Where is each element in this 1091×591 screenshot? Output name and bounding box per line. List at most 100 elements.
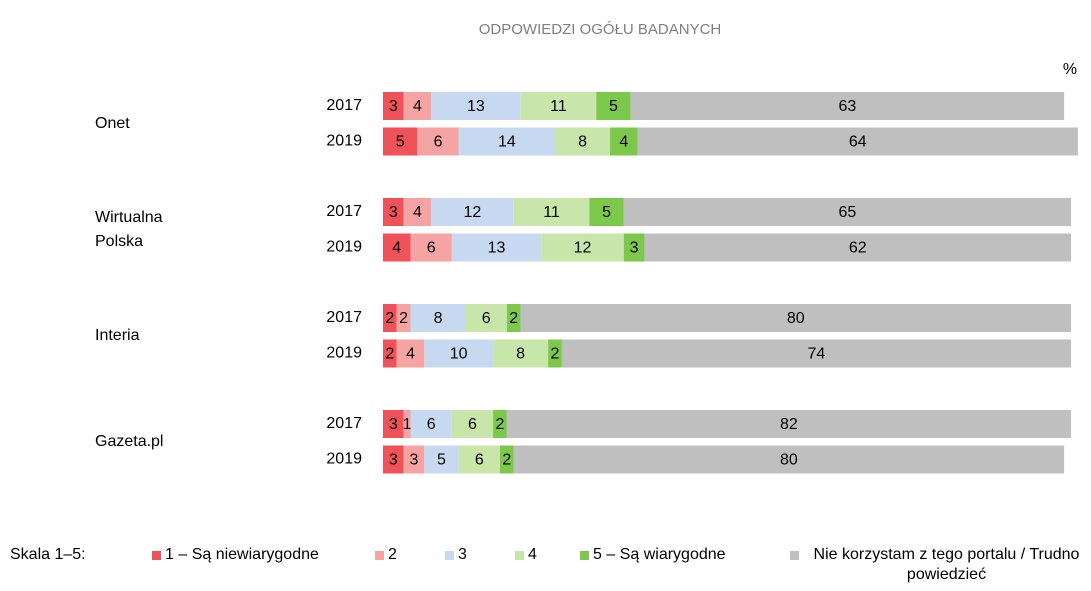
group-label: Gazeta.pl [95, 432, 164, 450]
bar-segment [383, 92, 404, 120]
bar-segment [596, 92, 631, 120]
chart-title: ODPOWIEDZI OGÓŁU BADANYCH [479, 21, 722, 38]
bar-segment [396, 304, 411, 332]
data-label: 13 [488, 240, 506, 257]
data-label: 13 [467, 98, 485, 115]
bar-segment [610, 127, 638, 156]
data-label: 6 [468, 416, 477, 433]
y-tick-label: 2017 [326, 309, 362, 326]
bar-segment [424, 445, 459, 474]
legend-swatch [515, 551, 524, 560]
legend-swatch [375, 551, 384, 560]
bar-segment [513, 198, 590, 226]
bar-segment [383, 339, 397, 368]
data-label: 2 [496, 416, 505, 433]
y-tick-label: 2019 [326, 133, 362, 150]
legend-item: 5 – Są wiarygodne [580, 545, 726, 565]
legend-swatch [790, 551, 799, 560]
bar-segment [499, 445, 514, 474]
y-tick-label: 2017 [326, 203, 362, 220]
bar-segment [465, 304, 507, 332]
bar-segment [506, 410, 1072, 438]
data-label: 8 [434, 310, 443, 327]
data-label: 74 [808, 346, 826, 363]
bar-segment [396, 339, 425, 368]
data-label: 3 [389, 204, 398, 221]
bar-segment [383, 445, 404, 474]
bar-segment [493, 339, 549, 368]
bar-segment [431, 92, 521, 120]
group-label: Onet [95, 114, 130, 132]
data-label: 6 [427, 416, 436, 433]
data-label: 3 [410, 452, 419, 469]
legend-label: 2 [388, 546, 397, 563]
group-label: Wirtualna Polska [95, 208, 163, 250]
y-tick-label: 2017 [326, 97, 362, 114]
bar-segment [506, 304, 521, 332]
data-label: 12 [574, 240, 592, 257]
bar-segment [561, 339, 1071, 368]
data-label: 64 [849, 134, 867, 151]
bar-segment [623, 233, 645, 262]
data-label: 6 [475, 452, 484, 469]
data-label: 3 [389, 416, 398, 433]
data-label: 80 [780, 452, 798, 469]
data-label: 3 [630, 240, 639, 257]
legend-label: 4 [528, 546, 537, 563]
legend-item: 2 [375, 545, 397, 565]
data-label: 5 [396, 134, 405, 151]
legend-label: Nie korzystam z tego portalu / Trudno po… [813, 546, 1080, 583]
data-label: 11 [543, 204, 560, 221]
bar-segment [630, 92, 1065, 120]
legend-swatch [152, 551, 161, 560]
data-label: 11 [550, 98, 567, 115]
data-label: 62 [849, 240, 867, 257]
legend-swatch [580, 551, 589, 560]
data-label: 5 [609, 98, 618, 115]
bar-segment [431, 198, 514, 226]
legend-title: Skala 1–5: [10, 546, 86, 563]
data-label: 14 [498, 134, 516, 151]
y-tick-label: 2019 [326, 451, 362, 468]
y-tick-label: 2017 [326, 415, 362, 432]
data-label: 82 [780, 416, 798, 433]
data-label: 4 [619, 134, 628, 151]
data-label: 5 [602, 204, 611, 221]
data-label: 4 [413, 204, 422, 221]
data-label: 4 [413, 98, 422, 115]
legend-label: 5 – Są wiarygodne [593, 546, 726, 563]
bar-segment [383, 304, 397, 332]
bar-segment [458, 127, 555, 156]
data-label: 1 [403, 416, 412, 433]
data-label: 8 [516, 346, 525, 363]
bar-segment [410, 410, 452, 438]
bar-segment [589, 198, 624, 226]
bar-segment [541, 233, 624, 262]
unit-label: % [1063, 61, 1077, 78]
bar-segment [520, 92, 597, 120]
legend-swatch [445, 551, 454, 560]
data-label: 4 [392, 240, 401, 257]
bar-segment [548, 339, 562, 368]
data-label: 6 [434, 134, 443, 151]
bar-segment [513, 445, 1065, 474]
data-label: 5 [437, 452, 446, 469]
data-label: 2 [509, 310, 518, 327]
data-label: 2 [399, 310, 408, 327]
bar-segment [424, 339, 494, 368]
data-label: 2 [502, 452, 511, 469]
legend-item: 1 – Są niewiarygodne [152, 545, 319, 565]
data-label: 4 [406, 346, 415, 363]
y-tick-label: 2019 [326, 239, 362, 256]
bar-segment [403, 445, 425, 474]
data-label: 2 [385, 310, 394, 327]
legend-label: 1 – Są niewiarygodne [165, 546, 319, 563]
bar-segment [623, 198, 1071, 226]
bar-segment [383, 410, 404, 438]
bar-segment [410, 233, 452, 262]
data-label: 8 [578, 134, 587, 151]
group-label: Interia [95, 326, 140, 344]
bar-segment [403, 198, 432, 226]
data-label: 3 [389, 452, 398, 469]
